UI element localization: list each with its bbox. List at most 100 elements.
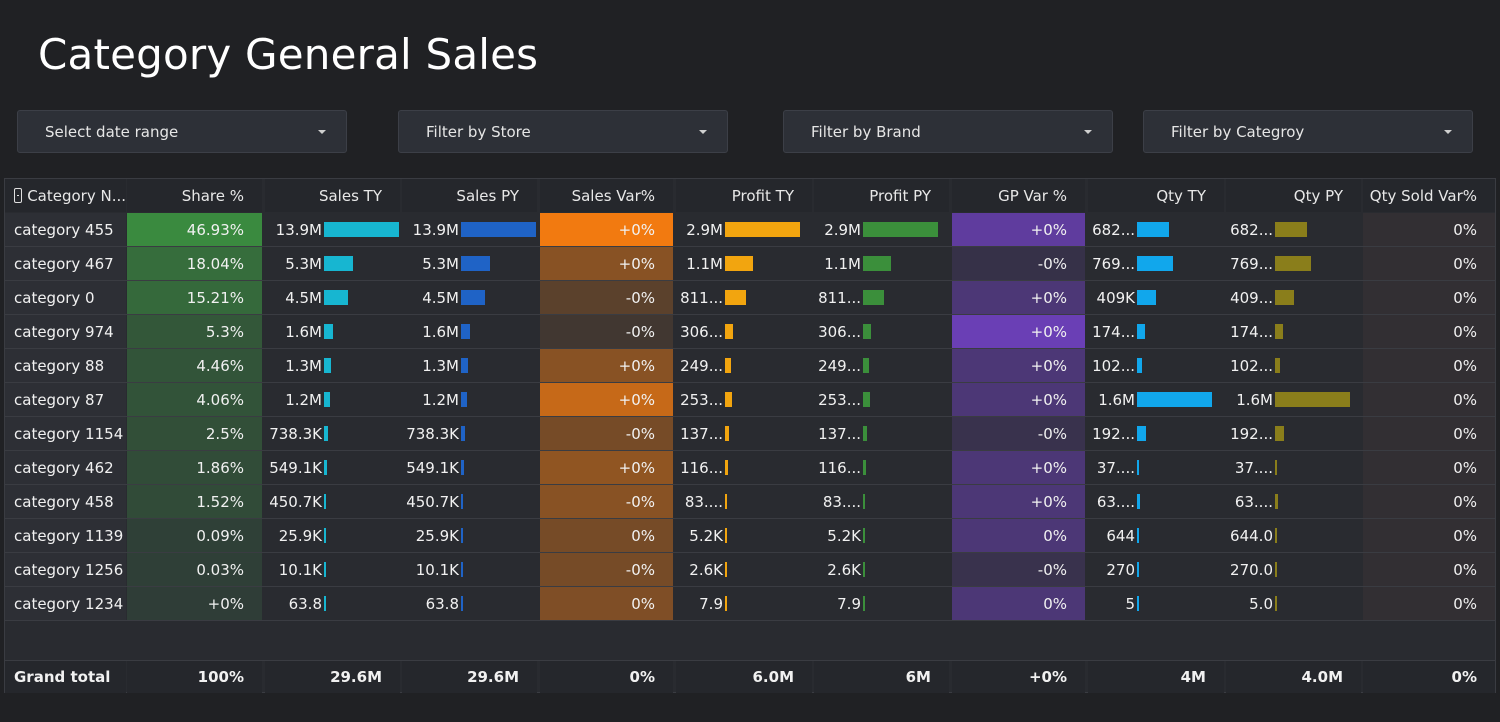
table-row[interactable]: category 1139 0.09% 25.9K 25.9K 0% 5.2K 5.2K 0%… xyxy=(5,519,1495,553)
sales-ty-value: 25.9K xyxy=(278,526,322,545)
qty-py-value: 37.... xyxy=(1234,458,1273,477)
category-name-cell[interactable]: category 458 xyxy=(5,485,126,518)
category-filter[interactable]: Filter by Categroy xyxy=(1143,110,1473,153)
table-row[interactable]: category 88 4.46% 1.3M 1.3M +0% 249... 249... +… xyxy=(5,349,1495,383)
row-divider xyxy=(5,314,1495,315)
share-cell-value: 2.5% xyxy=(205,424,244,443)
profit-ty-value: 249... xyxy=(680,356,723,375)
share-cell: 5.3% xyxy=(127,315,262,348)
share-cell: +0% xyxy=(127,587,262,620)
qty-var-cell: 0% xyxy=(1363,315,1495,348)
expand-plus-icon[interactable] xyxy=(14,188,23,203)
qty-ty-cell: 769... xyxy=(1088,247,1224,280)
category-name-cell[interactable]: category 455 xyxy=(5,213,126,246)
table-row[interactable]: category 974 5.3% 1.6M 1.6M -0% 306... 306... +… xyxy=(5,315,1495,349)
column-header[interactable]: Sales TY xyxy=(265,179,400,212)
column-header[interactable]: Share % xyxy=(127,179,262,212)
qty-py-cell: 5.0 xyxy=(1226,587,1361,620)
column-header[interactable]: Qty PY xyxy=(1226,179,1361,212)
category-name-cell[interactable]: category 467 xyxy=(5,247,126,280)
gp-var-cell-value: 0% xyxy=(1043,526,1067,545)
sales-var-cell: +0% xyxy=(540,451,673,484)
gp-var-cell-value: -0% xyxy=(1037,560,1067,579)
table-row[interactable]: category 1234 +0% 63.8 63.8 0% 7.9 7.9 0% 5 5.0 0% xyxy=(5,587,1495,621)
category-name-cell[interactable]: category 87 xyxy=(5,383,126,416)
profit-ty-cell: 811... xyxy=(676,281,812,314)
profit-ty-value: 5.2K xyxy=(689,526,723,545)
qty-var-cell-value: 0% xyxy=(1453,594,1477,613)
profit-ty-bar xyxy=(725,256,754,271)
qty-ty-cell: 102... xyxy=(1088,349,1224,382)
grand-total-label: Grand total xyxy=(14,668,111,686)
gp-var-cell-value: -0% xyxy=(1037,254,1067,273)
category-name: category 455 xyxy=(14,220,114,239)
profit-py-value: 7.9 xyxy=(837,594,861,613)
sales-ty-cell: 5.3M xyxy=(265,247,400,280)
profit-ty-bar xyxy=(725,494,728,509)
category-name-cell[interactable]: category 0 xyxy=(5,281,126,314)
date-range-filter[interactable]: Select date range xyxy=(17,110,347,153)
sales-var-cell: -0% xyxy=(540,281,673,314)
totals-divider xyxy=(5,660,1495,661)
table-row[interactable]: category 458 1.52% 450.7K 450.7K -0% 83.... 83… xyxy=(5,485,1495,519)
table-row[interactable]: category 1154 2.5% 738.3K 738.3K -0% 137... 13… xyxy=(5,417,1495,451)
store-filter[interactable]: Filter by Store xyxy=(398,110,728,153)
brand-filter[interactable]: Filter by Brand xyxy=(783,110,1113,153)
category-name-cell[interactable]: category 462 xyxy=(5,451,126,484)
qty-ty-bar xyxy=(1137,256,1174,271)
profit-py-bar xyxy=(863,222,938,237)
row-divider xyxy=(5,280,1495,281)
gp-var-cell: -0% xyxy=(952,553,1085,586)
category-name-cell[interactable]: category 1256 xyxy=(5,553,126,586)
gp-var-cell-value: +0% xyxy=(1030,322,1067,341)
row-divider xyxy=(5,552,1495,553)
share-cell: 1.52% xyxy=(127,485,262,518)
category-name-cell[interactable]: category 1139 xyxy=(5,519,126,552)
sales-var-cell-value: -0% xyxy=(625,288,655,307)
table-row[interactable]: category 87 4.06% 1.2M 1.2M +0% 253... 253... +… xyxy=(5,383,1495,417)
column-header-label: Sales PY xyxy=(456,186,519,205)
category-name-cell[interactable]: category 1154 xyxy=(5,417,126,450)
table-row[interactable]: category 462 1.86% 549.1K 549.1K +0% 116... 11… xyxy=(5,451,1495,485)
category-name-cell[interactable]: category 88 xyxy=(5,349,126,382)
sales-ty-bar xyxy=(324,222,399,237)
table-row[interactable]: category 0 15.21% 4.5M 4.5M -0% 811... 811... +… xyxy=(5,281,1495,315)
column-header[interactable]: Qty TY xyxy=(1088,179,1224,212)
profit-py-value: 306... xyxy=(818,322,861,341)
column-header[interactable]: Sales PY xyxy=(402,179,537,212)
share-cell: 46.93% xyxy=(127,213,262,246)
column-header[interactable]: Category N... xyxy=(5,179,126,212)
column-header[interactable]: GP Var % xyxy=(952,179,1085,212)
category-name-cell[interactable]: category 1234 xyxy=(5,587,126,620)
column-header[interactable]: Sales Var% xyxy=(540,179,673,212)
table-row[interactable]: category 455 46.93% 13.9M 13.9M +0% 2.9M 2.9M +… xyxy=(5,213,1495,247)
profit-py-value: 2.9M xyxy=(824,220,861,239)
category-name-cell[interactable]: category 974 xyxy=(5,315,126,348)
sales-py-value: 13.9M xyxy=(412,220,459,239)
profit-py-cell: 137... xyxy=(814,417,949,450)
share-cell-value: 5.3% xyxy=(205,322,244,341)
column-header[interactable]: Qty Sold Var% xyxy=(1363,179,1495,212)
qty-ty-value: 174... xyxy=(1092,322,1135,341)
table-row[interactable]: category 467 18.04% 5.3M 5.3M +0% 1.1M 1.1M -0%… xyxy=(5,247,1495,281)
column-header[interactable]: Profit TY xyxy=(676,179,812,212)
qty-ty-cell: 270 xyxy=(1088,553,1224,586)
sales-py-cell: 25.9K xyxy=(402,519,537,552)
sales-ty-value: 1.6M xyxy=(285,322,322,341)
row-divider xyxy=(5,586,1495,587)
table-row[interactable]: category 1256 0.03% 10.1K 10.1K -0% 2.6K 2.6K -… xyxy=(5,553,1495,587)
category-name: category 467 xyxy=(14,254,114,273)
sales-var-cell-value: -0% xyxy=(625,424,655,443)
sales-py-bar xyxy=(461,460,464,475)
profit-py-bar xyxy=(863,494,866,509)
chevron-down-icon xyxy=(699,129,707,134)
column-header[interactable]: Profit PY xyxy=(814,179,949,212)
profit-py-value: 249... xyxy=(818,356,861,375)
sales-var-cell-value: +0% xyxy=(618,254,655,273)
qty-py-value: 769... xyxy=(1230,254,1273,273)
sales-ty-bar xyxy=(324,528,326,543)
qty-var-cell-value: 0% xyxy=(1453,526,1477,545)
sales-ty-bar xyxy=(324,562,326,577)
profit-py-cell: 249... xyxy=(814,349,949,382)
qty-py-cell: 682... xyxy=(1226,213,1361,246)
